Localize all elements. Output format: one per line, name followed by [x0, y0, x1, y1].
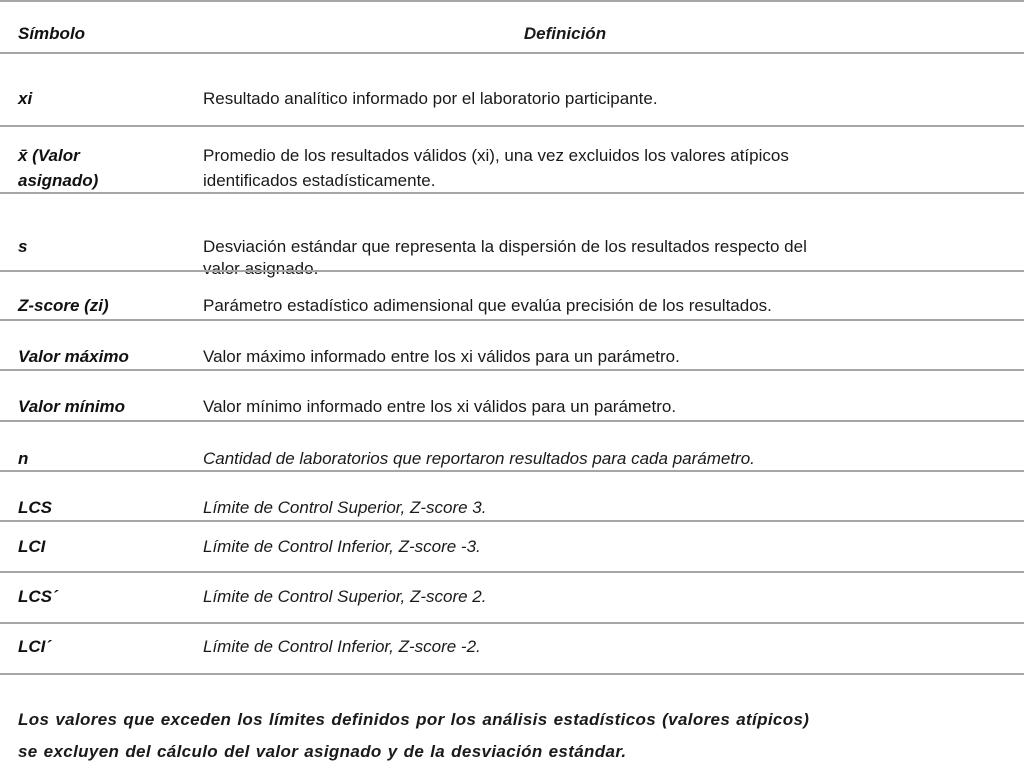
symbol-lci: LCI [18, 537, 46, 556]
symbol-min: Valor mínimo [18, 397, 126, 416]
definition-lci: Límite de Control Inferior, Z-score -3. [203, 537, 481, 556]
symbol-xi: xi [18, 89, 33, 108]
symbol-lcs: LCS [18, 498, 52, 517]
row-rule [0, 571, 1024, 573]
row-rule [0, 470, 1024, 472]
footnote-line-2: se excluyen del cálculo del valor asigna… [18, 742, 627, 761]
row-rule [0, 622, 1024, 624]
row-rule [0, 319, 1024, 321]
table-bottom-rule [0, 673, 1024, 675]
symbol-mean: x̄ (Valor [18, 146, 80, 165]
definition-mean: Promedio de los resultados válidos (xi),… [203, 146, 789, 165]
symbol-n: n [18, 449, 29, 468]
header-rule [0, 52, 1024, 54]
definition-zscore: Parámetro estadístico adimensional que e… [203, 296, 772, 315]
footnote-line-1: Los valores que exceden los límites defi… [18, 710, 810, 729]
row-rule [0, 270, 1024, 272]
symbol-zscore: Z-score (zi) [18, 296, 109, 315]
row-rule [0, 192, 1024, 194]
symbol-lci-prime: LCI´ [18, 637, 52, 656]
definition-s-line2: valor asignado. [203, 259, 319, 278]
row-rule [0, 520, 1024, 522]
header-definition: Definición [523, 24, 607, 43]
definition-lci-prime: Límite de Control Inferior, Z-score -2. [203, 637, 481, 656]
symbol-s: s [18, 237, 28, 256]
definition-n: Cantidad de laboratorios que reportaron … [203, 449, 755, 468]
definition-lcs: Límite de Control Superior, Z-score 3. [203, 498, 487, 517]
symbol-max: Valor máximo [18, 347, 129, 366]
row-rule [0, 420, 1024, 422]
definition-mean-line2: identificados estadísticamente. [203, 171, 436, 190]
symbol-mean-line2: asignado) [18, 171, 99, 190]
definition-min: Valor mínimo informado entre los xi váli… [203, 397, 677, 416]
row-rule [0, 369, 1024, 371]
header-symbol: Símbolo [18, 24, 86, 43]
row-rule [0, 125, 1024, 127]
definition-max: Valor máximo informado entre los xi váli… [203, 347, 680, 366]
definition-xi: Resultado analítico informado por el lab… [203, 89, 658, 108]
symbol-lcs-prime: LCS´ [18, 587, 58, 606]
definition-lcs-prime: Límite de Control Superior, Z-score 2. [203, 587, 487, 606]
table-top-rule [0, 0, 1024, 2]
definition-s: Desviación estándar que representa la di… [203, 237, 807, 256]
